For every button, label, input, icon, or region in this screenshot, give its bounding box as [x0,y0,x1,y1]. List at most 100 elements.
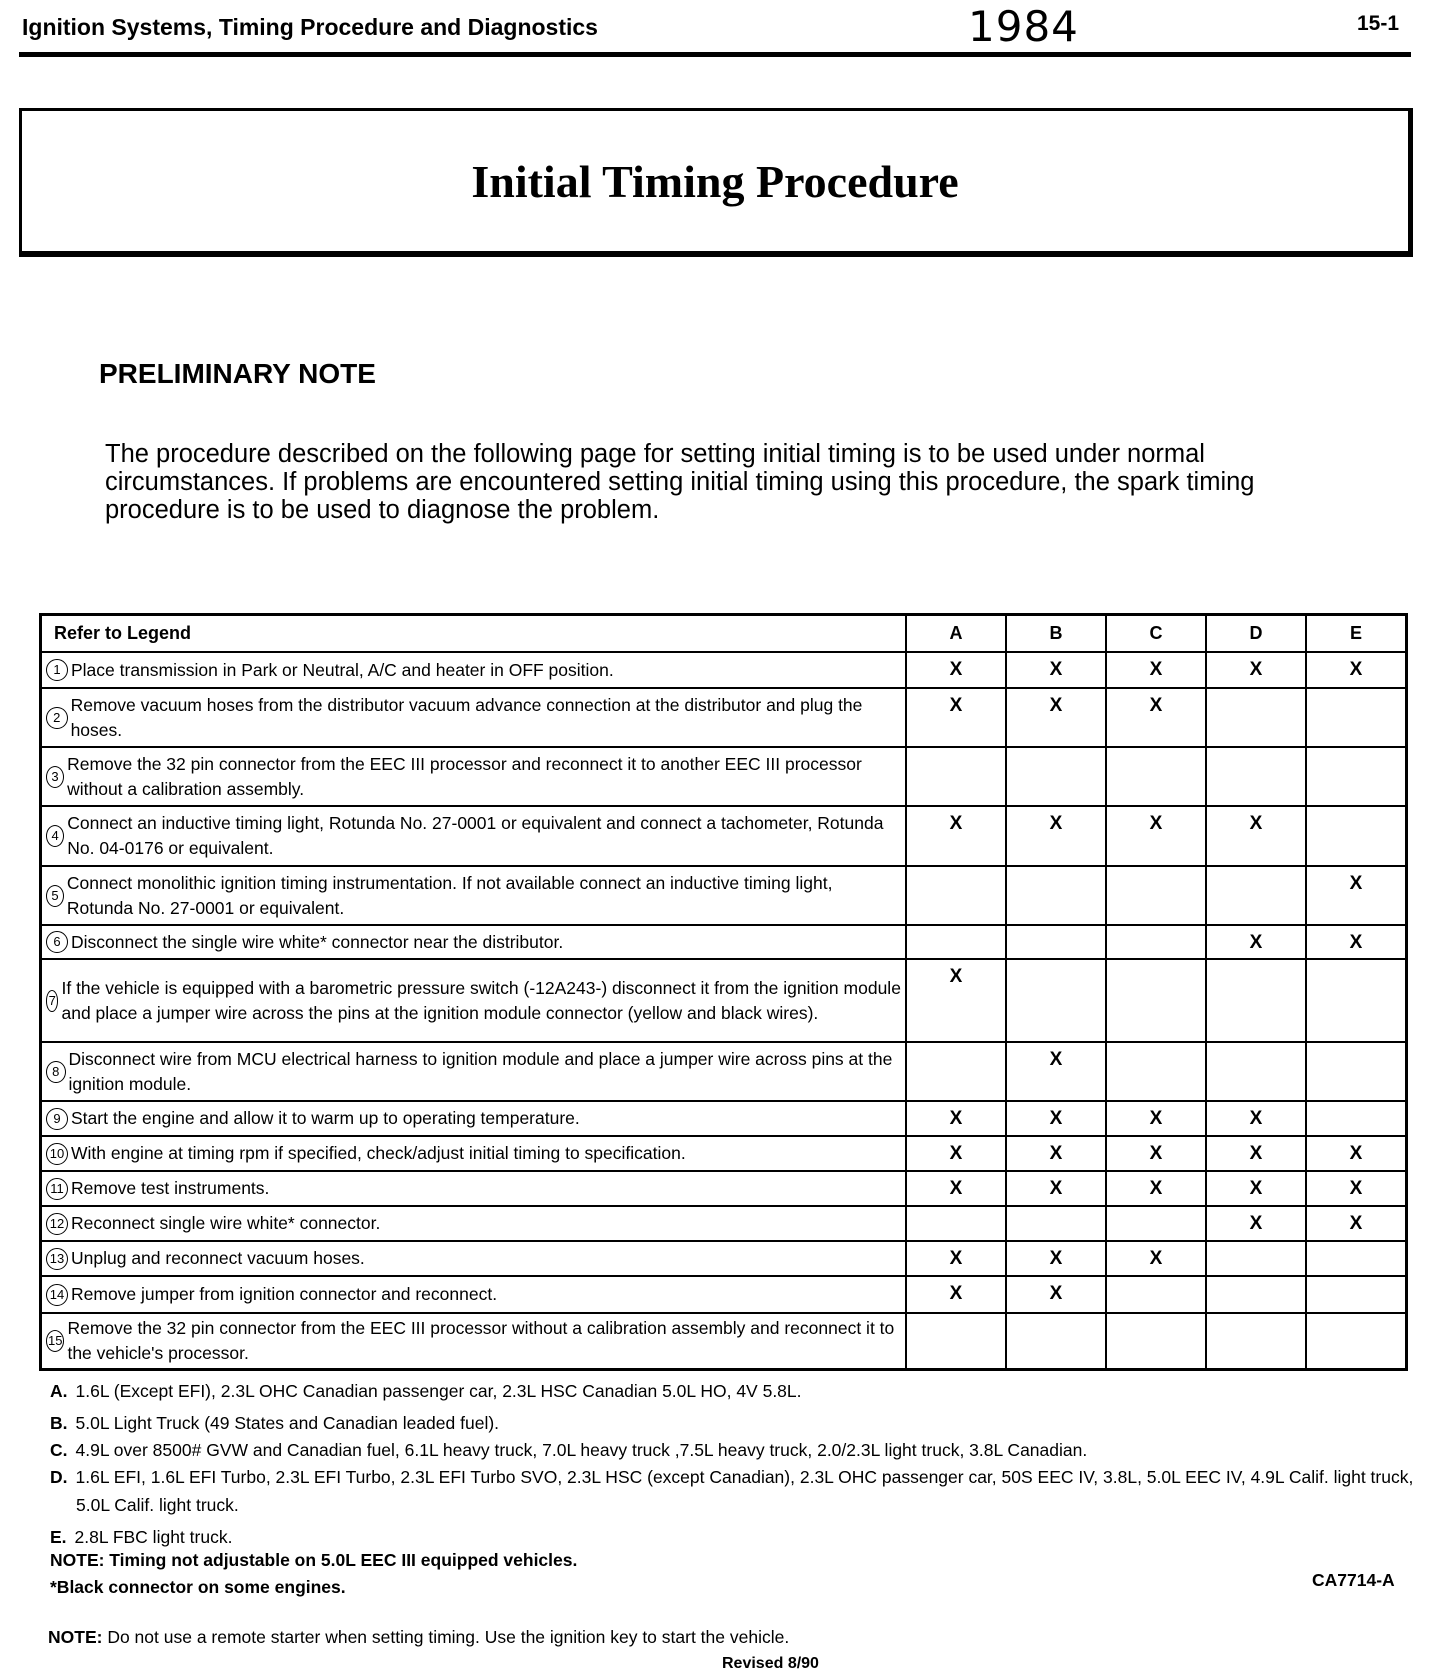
legend-item: B. 5.0L Light Truck (49 States and Canadi… [50,1409,1426,1437]
step-number-icon: 4 [46,825,65,847]
table-header-row: Refer to Legend A B C D E [39,613,1408,653]
step-cell: 2 Remove vacuum hoses from the distributo… [39,687,907,748]
mark-cell [1005,1205,1107,1242]
step-number-icon: 15 [46,1329,65,1352]
mark-cell: X [1005,1170,1107,1207]
mark-cell [905,746,1007,807]
mark-cell [1105,924,1207,960]
mark-cell: X [1105,805,1207,867]
table-row: 12 Reconnect single wire white* connector… [39,1205,1408,1242]
step-cell: 12 Reconnect single wire white* connector… [39,1205,907,1242]
mark-cell: X [1005,1041,1107,1102]
step-cell: 14 Remove jumper from ignition connector … [39,1275,907,1314]
mark-cell [905,924,1007,960]
column-header: C [1105,613,1207,653]
mark-cell [1305,1041,1408,1102]
step-text: Disconnect the single wire white* connec… [71,931,564,952]
mark-cell [1305,1312,1408,1370]
step-number-icon: 9 [46,1107,68,1130]
legend-item: D. 1.6L EFI, 1.6L EFI Turbo, 2.3L EFI Tur… [50,1463,1426,1519]
mark-cell: X [905,651,1007,689]
mark-cell: X [1305,1135,1408,1172]
mark-cell [1005,1312,1107,1370]
table-row: 1 Place transmission in Park or Neutral, … [39,651,1408,689]
page-number: 15-1 [1357,12,1400,35]
year-stamp: 1984 [968,2,1079,51]
step-cell: 11 Remove test instruments. [39,1170,907,1207]
step-text: Connect an inductive timing light, Rotun… [67,813,884,858]
step-text: Remove vacuum hoses from the distributor… [70,694,863,740]
step-number-icon: 14 [46,1283,68,1306]
mark-cell [1205,1312,1307,1370]
mark-cell [1205,1275,1307,1314]
mark-cell [1205,958,1307,1043]
step-number-icon: 5 [46,884,64,907]
mark-cell [1105,1312,1207,1370]
mark-cell [1005,746,1107,807]
step-number-icon: 6 [46,931,68,953]
table-row: 11 Remove test instruments. X X X X X [39,1170,1408,1207]
note-timing-not-adjustable: NOTE: Timing not adjustable on 5.0L EEC … [50,1550,578,1570]
table-row: 5 Connect monolithic ignition timing inst… [39,865,1408,926]
mark-cell: X [905,805,1007,867]
preliminary-note-heading: PRELIMINARY NOTE [99,358,376,389]
step-text: Reconnect single wire white* connector. [71,1213,381,1233]
mark-cell [1105,1041,1207,1102]
step-text: If the vehicle is equipped with a barome… [61,977,901,1023]
step-cell: 13 Unplug and reconnect vacuum hoses. [39,1240,907,1277]
step-text: Remove the 32 pin connector from the EEC… [67,1317,895,1363]
final-note: NOTE: Do not use a remote starter when s… [48,1627,789,1648]
legend-text: 1.6L EFI, 1.6L EFI Turbo, 2.3L EFI Turbo… [75,1467,1414,1515]
step-number-icon: 2 [46,706,68,729]
mark-cell [1305,687,1408,748]
mark-cell: X [1205,1135,1307,1172]
table-row: 2 Remove vacuum hoses from the distributo… [39,687,1408,748]
mark-cell: X [1205,924,1307,960]
mark-cell: X [905,687,1007,748]
mark-cell: X [1105,1240,1207,1277]
table-row: 15 Remove the 32 pin connector from the E… [39,1312,1408,1370]
mark-cell: X [1305,1170,1408,1207]
mark-cell [905,865,1007,926]
mark-cell: X [1005,651,1107,689]
mark-cell [1205,687,1307,748]
step-cell: 4 Connect an inductive timing light, Rotu… [39,805,907,867]
mark-cell [1005,958,1107,1043]
legend-text: 5.0L Light Truck (49 States and Canadian… [75,1413,500,1433]
mark-cell: X [1305,651,1408,689]
mark-cell [905,1205,1007,1242]
table-row: 3 Remove the 32 pin connector from the EE… [39,746,1408,807]
legend-key: C. [50,1440,68,1460]
legend-key: E. [50,1527,67,1547]
mark-cell [1205,865,1307,926]
mark-cell: X [905,1135,1007,1172]
step-cell: 1 Place transmission in Park or Neutral, … [39,651,907,689]
mark-cell: X [1205,1170,1307,1207]
mark-cell: X [1105,1135,1207,1172]
legend-text: 1.6L (Except EFI), 2.3L OHC Canadian pas… [75,1381,802,1401]
step-text: Remove test instruments. [71,1178,270,1198]
step-cell: 5 Connect monolithic ignition timing inst… [39,865,907,926]
mark-cell: X [1005,1135,1107,1172]
revised-date: Revised 8/90 [722,1655,819,1672]
mark-cell: X [1205,1100,1307,1137]
section-title: Ignition Systems, Timing Procedure and D… [22,14,598,40]
step-text: Disconnect wire from MCU electrical harn… [68,1048,893,1094]
step-text: Place transmission in Park or Neutral, A… [71,659,614,680]
table-row: 6 Disconnect the single wire white* conne… [39,924,1408,960]
mark-cell [1305,805,1408,867]
step-cell: 15 Remove the 32 pin connector from the E… [39,1312,907,1370]
step-cell: 7 If the vehicle is equipped with a barom… [39,958,907,1043]
table-row: 8 Disconnect wire from MCU electrical har… [39,1041,1408,1102]
mark-cell: X [1205,805,1307,867]
step-text: With engine at timing rpm if specified, … [71,1143,686,1163]
step-number-icon: 13 [46,1247,68,1270]
mark-cell: X [1305,1205,1408,1242]
preliminary-note-text: The procedure described on the following… [105,440,1255,524]
mark-cell: X [1305,865,1408,926]
timing-procedure-table: Refer to Legend A B C D E 1 Place transmi… [39,613,1408,1371]
mark-cell: X [905,1170,1007,1207]
table-row: 13 Unplug and reconnect vacuum hoses. X X X [39,1240,1408,1277]
step-number-icon: 12 [46,1212,68,1235]
mark-cell: X [1105,687,1207,748]
